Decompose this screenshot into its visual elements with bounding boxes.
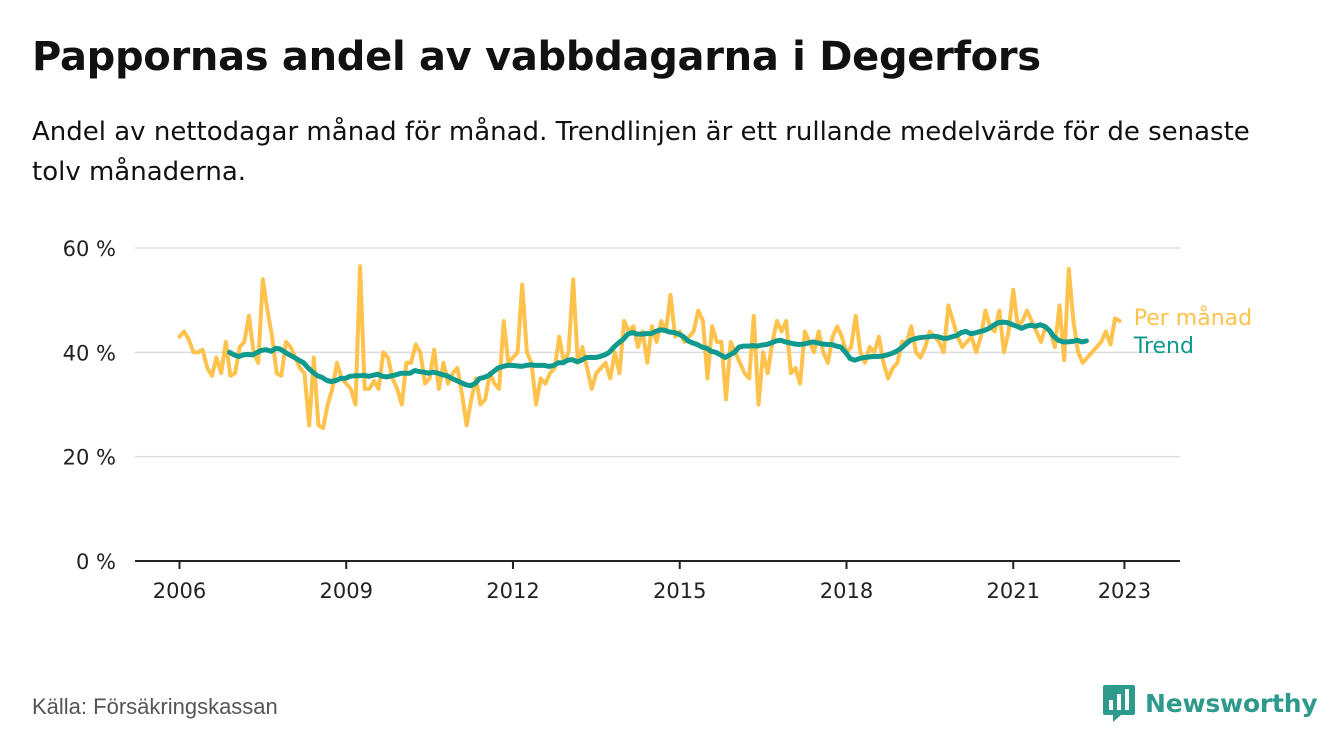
series-line-trend bbox=[227, 319, 1089, 389]
x-tick-label: 2009 bbox=[319, 579, 372, 603]
y-tick-label: 20 % bbox=[63, 446, 116, 470]
source-note: Källa: Försäkringskassan bbox=[32, 694, 278, 719]
chart-subtitle: Andel av nettodagar månad för månad. Tre… bbox=[32, 117, 1250, 187]
x-tick-label: 2006 bbox=[153, 579, 206, 603]
line-chart: 0 % 20 % 40 % 60 % 2006 2009 2012 2015 2018 2021 2… bbox=[63, 237, 1252, 603]
axis-labels: 0 % 20 % 40 % 60 % 2006 2009 2012 2015 2018 2021 2… bbox=[63, 237, 1252, 603]
x-tick-label: 2021 bbox=[987, 579, 1040, 603]
series-line-per-manad bbox=[177, 264, 1122, 430]
legend-label-trend: Trend bbox=[1133, 334, 1194, 359]
newsworthy-chart-icon bbox=[1103, 685, 1135, 722]
x-tick-label: 2023 bbox=[1098, 579, 1151, 603]
series-lines bbox=[177, 264, 1122, 430]
chart-title: Pappornas andel av vabbdagarna i Degerfo… bbox=[32, 34, 1041, 80]
legend-label-per-manad: Per månad bbox=[1134, 305, 1252, 331]
y-tick-label: 40 % bbox=[63, 341, 116, 365]
brand-name: Newsworthy bbox=[1145, 688, 1318, 718]
x-axis bbox=[135, 560, 1180, 569]
brand-logo: Newsworthy bbox=[1102, 683, 1318, 723]
x-tick-label: 2018 bbox=[820, 579, 873, 603]
x-tick-label: 2015 bbox=[653, 579, 706, 603]
y-tick-label: 0 % bbox=[76, 550, 116, 574]
x-tick-label: 2012 bbox=[486, 579, 539, 603]
y-tick-label: 60 % bbox=[63, 237, 116, 261]
